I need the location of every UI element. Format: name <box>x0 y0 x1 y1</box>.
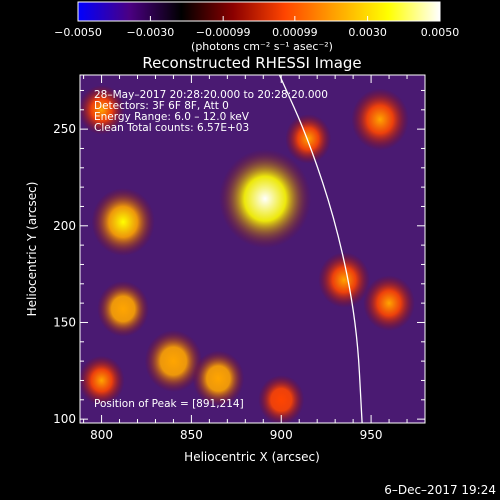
y-tick-label: 250 <box>53 122 76 136</box>
chart-title: Reconstructed RHESSI Image <box>142 54 361 72</box>
y-tick-label: 200 <box>53 219 76 233</box>
colorbar-tick-label: −0.0030 <box>127 26 175 39</box>
heatmap-layer <box>80 85 415 423</box>
y-axis-label: Heliocentric Y (arcsec) <box>25 182 39 317</box>
emission-source <box>351 88 409 151</box>
colorbar-tick-label: 0.00099 <box>272 26 318 39</box>
colorbar <box>77 1 441 22</box>
x-tick-label: 850 <box>180 428 203 442</box>
axes: 800 850 900 950 100 150 200 250 <box>53 75 426 442</box>
x-tick-label: 900 <box>270 428 293 442</box>
solar-limb-arc <box>278 75 363 423</box>
colorbar-ticks: −0.0050 −0.0030 −0.00099 0.00099 0.0030 0.005… <box>54 16 459 39</box>
x-tick-label: 800 <box>90 428 113 442</box>
info-line-energy: Energy Range: 6.0 – 12.0 keV <box>94 111 250 123</box>
info-line-detectors: Detectors: 3F 6F 8F, Att 0 <box>94 100 229 112</box>
peak-position-label: Position of Peak = [891,214] <box>94 398 244 410</box>
emission-source <box>192 350 245 407</box>
emission-source <box>97 281 149 337</box>
emission-source <box>285 114 332 164</box>
colorbar-tick-label: 0.0030 <box>348 26 387 39</box>
colorbar-tick-label: −0.00099 <box>196 26 251 39</box>
emission-source <box>80 85 125 135</box>
emission-source <box>363 275 415 331</box>
info-line-counts: Clean Total counts: 6.57E+03 <box>94 122 249 134</box>
plot-frame <box>79 74 426 424</box>
y-tick-label: 150 <box>53 315 76 329</box>
render-timestamp: 6–Dec–2017 19:24 <box>384 483 496 497</box>
x-tick-label: 950 <box>360 428 383 442</box>
emission-source <box>258 375 305 423</box>
emission-source <box>318 252 371 308</box>
emission-source <box>144 330 203 393</box>
x-axis-label: Heliocentric X (arcsec) <box>184 450 320 464</box>
info-line-time: 28–May–2017 20:28:20.000 to 20:28:20.000 <box>94 89 328 101</box>
y-tick-label: 100 <box>53 412 76 426</box>
colorbar-tick-label: −0.0050 <box>54 26 102 39</box>
colorbar-unit-label: (photons cm⁻² s⁻¹ asec⁻²) <box>191 40 333 53</box>
emission-source <box>219 149 312 249</box>
emission-source <box>80 355 125 406</box>
emission-source <box>91 187 155 256</box>
colorbar-tick-label: 0.0050 <box>421 26 460 39</box>
